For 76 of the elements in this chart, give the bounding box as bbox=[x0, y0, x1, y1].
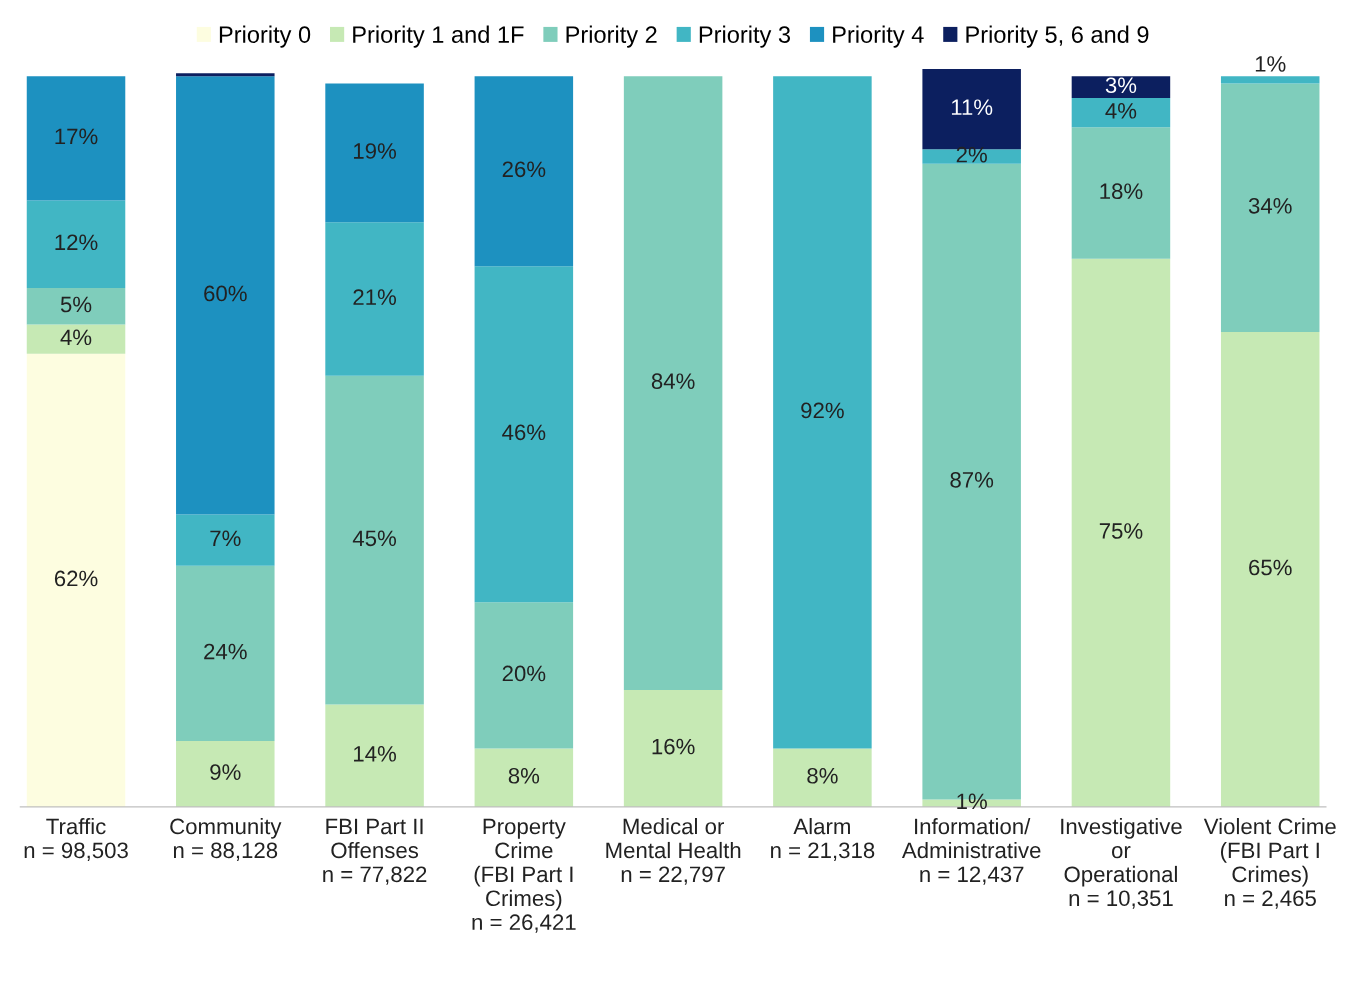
bar bbox=[26, 200, 126, 289]
data-label: 11% bbox=[951, 99, 993, 115]
data-label: 87% bbox=[950, 471, 994, 488]
bar bbox=[1220, 76, 1320, 84]
bar bbox=[474, 602, 574, 749]
data-label: 4% bbox=[60, 329, 92, 346]
data-label: 16% bbox=[652, 738, 695, 755]
bar bbox=[176, 565, 275, 742]
bar bbox=[1071, 98, 1171, 128]
data-label: 65% bbox=[1249, 559, 1292, 576]
data-label: 46% bbox=[502, 424, 546, 441]
bar bbox=[474, 748, 574, 807]
bar bbox=[325, 222, 424, 376]
bar bbox=[1071, 76, 1171, 99]
data-label: 1% bbox=[1255, 56, 1286, 72]
x-tick-label: Community n = 88,128 bbox=[170, 817, 282, 861]
data-label: 20% bbox=[502, 665, 546, 682]
data-label: 17% bbox=[55, 128, 98, 145]
bar bbox=[325, 704, 424, 807]
data-label: 7% bbox=[210, 530, 241, 547]
bar bbox=[623, 76, 723, 690]
x-tick-label: Property Crime (FBI Part I Crimes) n = 26,421 bbox=[472, 818, 576, 933]
data-label: 1% bbox=[957, 793, 987, 810]
legend-label: Priority 0 bbox=[219, 25, 311, 48]
data-label: 5% bbox=[60, 296, 92, 313]
legend-label: Priority 1 and 1F bbox=[353, 25, 524, 48]
x-tick-label: FBI Part II Offenses n = 77,822 bbox=[323, 818, 427, 885]
bar bbox=[1220, 331, 1320, 807]
bar bbox=[26, 76, 126, 201]
data-label: 26% bbox=[502, 161, 546, 178]
bar bbox=[176, 741, 275, 807]
x-tick-label: Information/ Administrative n = 12,437 bbox=[901, 817, 1041, 885]
data-label: 62% bbox=[54, 570, 98, 587]
bar bbox=[474, 76, 574, 267]
data-label: 60% bbox=[204, 285, 247, 302]
legend-label: Priority 5, 6 and 9 bbox=[966, 25, 1149, 48]
data-label: 9% bbox=[210, 764, 241, 780]
data-label: 92% bbox=[801, 402, 844, 419]
bar bbox=[325, 83, 424, 223]
data-label: 18% bbox=[1100, 183, 1143, 200]
x-tick-label: Violent Crime (FBI Part I Crimes) n = 2,465 bbox=[1203, 817, 1336, 909]
bar bbox=[26, 324, 126, 354]
bar bbox=[176, 514, 275, 566]
data-label: 12% bbox=[55, 234, 98, 251]
bar bbox=[1071, 127, 1171, 259]
data-label: 8% bbox=[807, 767, 838, 784]
bar bbox=[1071, 258, 1171, 807]
bar bbox=[176, 76, 275, 515]
bar bbox=[623, 689, 723, 807]
x-tick-label: Medical or Mental Health n = 22,797 bbox=[606, 817, 741, 885]
bar bbox=[474, 266, 574, 603]
bar bbox=[773, 748, 872, 807]
data-label: 4% bbox=[1105, 103, 1137, 119]
data-label: 21% bbox=[353, 289, 397, 305]
data-label: 84% bbox=[651, 373, 695, 390]
x-tick-label: Traffic n = 98,503 bbox=[24, 817, 128, 861]
bar bbox=[325, 375, 424, 705]
x-tick-label: Investigative or Operational n = 10,351 bbox=[1061, 817, 1182, 909]
data-label: 8% bbox=[508, 767, 540, 784]
data-label: 75% bbox=[1099, 523, 1143, 539]
bar bbox=[1220, 83, 1320, 332]
legend-label: Priority 2 bbox=[566, 25, 657, 48]
data-label: 34% bbox=[1248, 197, 1292, 214]
bar bbox=[26, 353, 126, 807]
legend-label: Priority 4 bbox=[833, 25, 924, 48]
data-label: 19% bbox=[354, 143, 397, 159]
bar bbox=[26, 288, 126, 325]
data-label: 3% bbox=[1105, 77, 1137, 94]
data-label: 14% bbox=[354, 746, 397, 762]
legend-label: Priority 3 bbox=[699, 25, 791, 48]
bar bbox=[773, 76, 872, 749]
data-label: 2% bbox=[956, 146, 987, 163]
bar bbox=[176, 73, 275, 77]
data-label: 45% bbox=[352, 530, 397, 547]
x-tick-label: Alarm n = 21,318 bbox=[771, 817, 875, 861]
data-label: 24% bbox=[204, 643, 247, 660]
